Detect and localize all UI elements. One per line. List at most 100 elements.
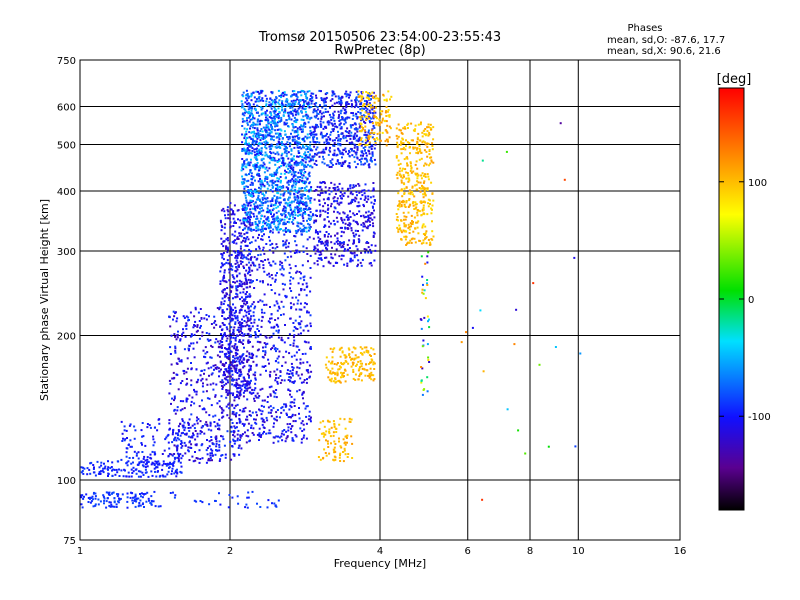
data-point	[287, 179, 290, 182]
data-point	[322, 155, 324, 158]
data-point	[301, 128, 304, 131]
data-point	[287, 125, 289, 128]
data-point	[332, 187, 335, 189]
data-point	[319, 181, 322, 184]
data-point	[132, 461, 134, 464]
data-point	[268, 210, 271, 213]
data-point	[194, 320, 197, 323]
data-point	[301, 107, 304, 110]
data-point	[309, 290, 312, 293]
data-point	[173, 409, 176, 412]
data-point	[370, 156, 373, 159]
data-point	[243, 137, 246, 140]
data-point	[118, 498, 121, 501]
data-point	[220, 242, 223, 245]
data-point	[307, 341, 310, 344]
data-point	[324, 363, 327, 366]
data-point	[131, 502, 134, 505]
data-point	[221, 379, 224, 382]
data-point	[355, 102, 358, 105]
data-point	[277, 225, 280, 228]
data-point	[291, 112, 294, 115]
data-point	[176, 446, 179, 449]
data-point	[326, 239, 329, 242]
data-point	[138, 504, 141, 507]
data-point	[302, 250, 305, 253]
data-point	[176, 471, 179, 474]
data-point	[229, 342, 232, 345]
data-point	[201, 457, 204, 460]
data-point	[302, 245, 305, 248]
data-point	[181, 444, 184, 447]
data-point	[355, 113, 358, 115]
data-point	[176, 406, 179, 409]
data-point	[265, 141, 268, 144]
data-point	[128, 457, 131, 459]
data-point	[170, 463, 173, 466]
data-point	[249, 318, 252, 321]
data-point	[204, 352, 207, 355]
data-point	[331, 246, 333, 249]
data-point	[259, 436, 262, 438]
data-point	[236, 334, 239, 337]
data-point	[147, 497, 150, 500]
data-point	[174, 412, 177, 415]
data-point	[202, 349, 205, 352]
data-point	[292, 179, 295, 182]
data-point	[242, 391, 245, 394]
data-point	[246, 373, 249, 376]
data-point	[301, 215, 304, 218]
data-point	[294, 189, 297, 192]
data-point	[260, 98, 263, 101]
data-point	[192, 434, 195, 437]
data-point	[224, 374, 226, 376]
data-point	[269, 284, 272, 286]
data-point	[183, 407, 186, 410]
data-point	[214, 414, 217, 417]
data-point	[183, 429, 186, 432]
data-point	[341, 161, 344, 164]
data-point	[335, 240, 338, 243]
data-point	[234, 339, 237, 342]
data-point	[247, 189, 250, 191]
data-point	[367, 195, 370, 198]
data-point	[109, 505, 112, 508]
data-point	[239, 260, 242, 263]
data-point	[278, 188, 281, 191]
data-point	[333, 149, 336, 152]
data-point	[259, 280, 262, 283]
data-point	[312, 138, 315, 141]
data-point	[275, 329, 278, 332]
data-point	[211, 449, 214, 452]
data-point	[128, 424, 131, 427]
data-point	[295, 435, 298, 438]
data-point	[278, 159, 281, 162]
data-point	[226, 246, 229, 249]
data-point	[281, 439, 284, 442]
data-point	[300, 441, 303, 444]
data-point	[233, 378, 236, 381]
data-point	[351, 118, 354, 120]
data-point	[230, 326, 233, 329]
data-point	[332, 197, 335, 200]
data-point	[301, 230, 304, 233]
data-point	[164, 463, 167, 465]
data-point	[299, 169, 301, 172]
data-point	[288, 263, 291, 266]
data-point	[267, 220, 270, 223]
data-point	[364, 162, 367, 165]
data-point	[239, 409, 242, 412]
data-point	[247, 491, 250, 494]
data-point	[300, 187, 303, 190]
data-point	[266, 419, 269, 422]
data-point	[214, 453, 217, 456]
data-point	[223, 263, 226, 266]
data-point	[291, 106, 294, 109]
data-point	[367, 225, 370, 228]
data-point	[225, 347, 228, 350]
data-point	[274, 122, 277, 125]
data-point	[259, 139, 262, 142]
data-point	[330, 256, 333, 259]
data-point	[234, 262, 237, 265]
data-point	[260, 120, 263, 122]
